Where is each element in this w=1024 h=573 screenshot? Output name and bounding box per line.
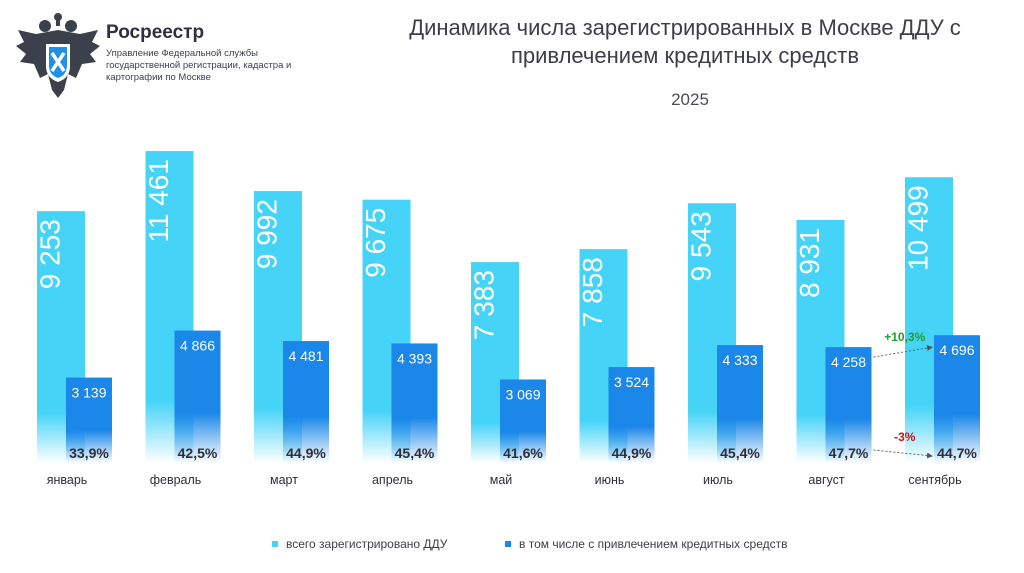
bar-credit-8: [934, 335, 980, 463]
value-label-total-6: 9 543: [685, 211, 716, 281]
chart-subtitle-year: 2025: [671, 90, 709, 109]
share-label-4: 41,6%: [503, 445, 543, 461]
category-label-1: февраль: [150, 473, 202, 487]
share-label-5: 44,9%: [612, 445, 652, 461]
category-label-8: сентябрь: [908, 473, 961, 487]
category-label-3: апрель: [372, 473, 413, 487]
value-label-total-2: 9 992: [251, 199, 282, 269]
annotation-arrow-1: [873, 449, 933, 459]
brand-name: Росреестр: [106, 22, 205, 43]
value-label-credit-5: 3 524: [614, 374, 649, 390]
brand-subtitle: Управление Федеральной службы государств…: [106, 48, 292, 83]
value-label-credit-2: 4 481: [288, 348, 323, 364]
legend-label-credit: в том числе с привлечением кредитных сре…: [519, 537, 788, 551]
legend-label-total: всего зарегистрировано ДДУ: [286, 537, 448, 551]
share-label-6: 45,4%: [720, 445, 760, 461]
share-label-2: 44,9%: [286, 445, 326, 461]
share-label-3: 45,4%: [395, 445, 435, 461]
category-label-5: июнь: [595, 473, 625, 487]
share-label-7: 47,7%: [829, 445, 869, 461]
category-label-2: март: [270, 473, 298, 487]
legend-swatch-credit: [505, 541, 511, 547]
bar-credit-1: [174, 330, 221, 463]
rosreestr-emblem-logo: [16, 13, 100, 98]
value-label-total-1: 11 461: [143, 159, 174, 243]
value-label-credit-3: 4 393: [397, 350, 432, 366]
bar-chart: 9 253 3 139 33,9% январь 11 461 4 866 42,5% фев…: [34, 151, 980, 487]
value-label-total-4: 7 383: [468, 270, 499, 340]
legend-item-credit: в том числе с привлечением кредитных сре…: [505, 537, 787, 551]
bar-credit-0: [66, 377, 112, 463]
annotation-label-0: +10,3%: [884, 330, 925, 344]
value-label-total-8: 10 499: [902, 185, 933, 271]
bar-credit-3: [391, 343, 438, 463]
legend-item-total: всего зарегистрировано ДДУ: [272, 537, 447, 551]
bar-credit-7: [825, 347, 872, 463]
value-label-credit-4: 3 069: [505, 386, 540, 402]
bar-credit-4: [500, 379, 546, 463]
value-label-total-5: 7 858: [577, 257, 608, 327]
share-label-8: 44,7%: [937, 445, 977, 461]
value-label-credit-1: 4 866: [180, 338, 215, 354]
value-label-credit-6: 4 333: [722, 352, 757, 368]
annotation-arrow-0: [873, 345, 933, 358]
chart-title: Динамика числа зарегистрированных в Моск…: [409, 15, 961, 68]
chart-legend: всего зарегистрировано ДДУ в том числе с…: [0, 537, 1024, 553]
bar-credit-5: [608, 367, 655, 463]
value-label-total-7: 8 931: [794, 228, 825, 298]
legend-swatch-total: [272, 541, 278, 547]
value-label-total-3: 9 675: [360, 208, 391, 278]
value-label-credit-8: 4 696: [939, 342, 974, 358]
category-label-6: июль: [703, 473, 733, 487]
value-label-credit-7: 4 258: [831, 354, 866, 370]
value-label-total-0: 9 253: [34, 219, 65, 289]
category-label-7: август: [808, 473, 845, 487]
category-label-0: январь: [47, 473, 88, 487]
bar-credit-2: [283, 341, 329, 463]
category-label-4: май: [490, 473, 513, 487]
value-label-credit-0: 3 139: [71, 385, 106, 401]
share-label-1: 42,5%: [178, 445, 218, 461]
bar-credit-6: [717, 345, 763, 463]
share-label-0: 33,9%: [69, 445, 109, 461]
annotation-label-1: -3%: [894, 430, 916, 444]
